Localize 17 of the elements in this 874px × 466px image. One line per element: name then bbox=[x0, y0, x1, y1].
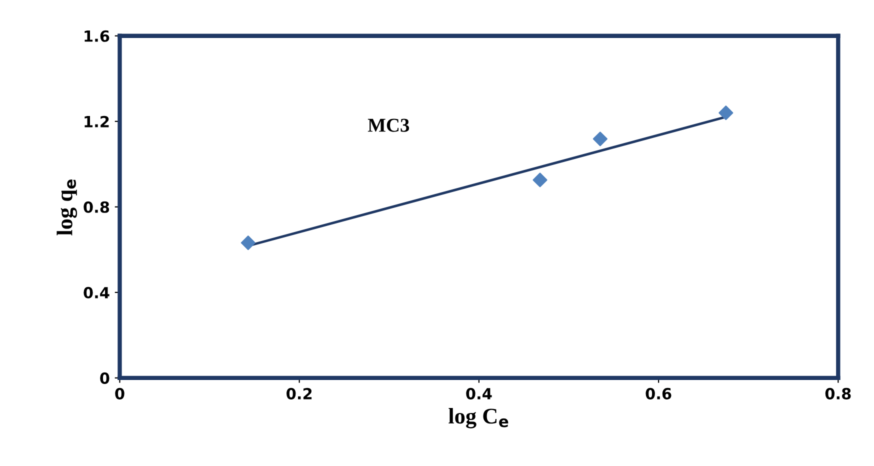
y-tick-label: 1.2 bbox=[84, 116, 109, 128]
x-tick-label: 0.6 bbox=[646, 388, 672, 400]
y-tick-label: 1.6 bbox=[84, 30, 110, 42]
point bbox=[532, 172, 548, 188]
annotation: MC3 bbox=[368, 118, 410, 132]
y-axis-title: log q$_{e}$ bbox=[56, 179, 78, 236]
x-tick-label: 0.8 bbox=[825, 388, 851, 400]
point bbox=[240, 236, 256, 250]
x-tick-label: 0.2 bbox=[286, 388, 312, 400]
point bbox=[592, 132, 608, 146]
x-tick-label: 0.4 bbox=[466, 388, 492, 400]
y-tick-label: 0.4 bbox=[84, 286, 110, 298]
x-tick-label: 0 bbox=[115, 388, 124, 400]
y-tick-label: 0.8 bbox=[84, 201, 110, 213]
point bbox=[718, 106, 734, 120]
y-tick-label: 0 bbox=[100, 372, 110, 384]
x-axis-title: log C$_{e}$ bbox=[448, 408, 508, 428]
